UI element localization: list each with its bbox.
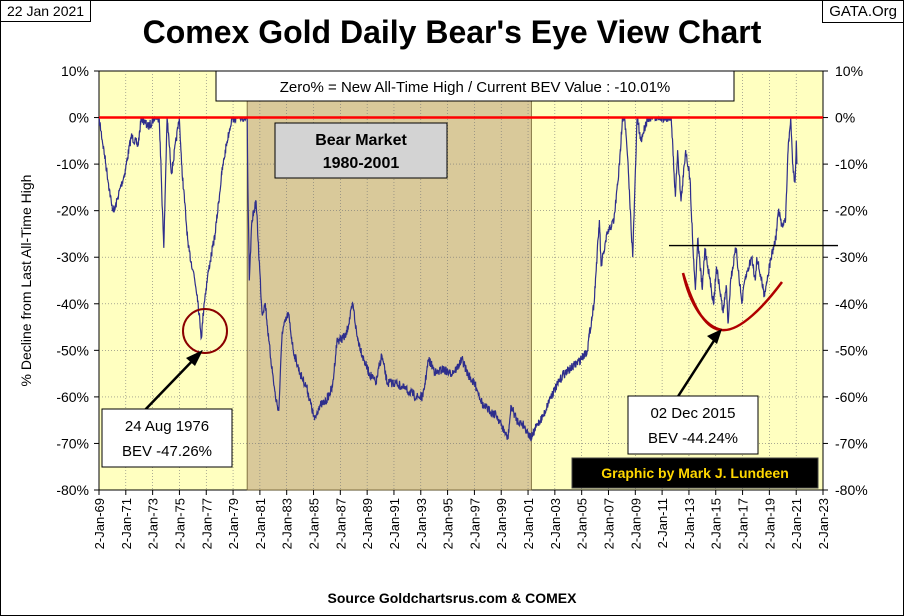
y-tick-label-left: -70% [56, 435, 89, 451]
x-tick-label: 2-Jan-19 [762, 498, 777, 549]
y-tick-label-left: -50% [56, 342, 89, 358]
x-tick-label: 2-Jan-71 [119, 498, 134, 549]
chart-title: Comex Gold Daily Bear's Eye View Chart [142, 14, 762, 50]
annotation-arrow-1976 [142, 355, 198, 413]
info-box [215, 70, 735, 102]
annotation-arrow-2015 [675, 335, 719, 399]
x-tick-label: 2-Jan-01 [521, 498, 536, 549]
credit-text: Graphic by Mark J. Lundeen [601, 465, 789, 481]
annotation-2015-value: BEV -44.24% [648, 430, 738, 447]
y-tick-label-right: 10% [835, 63, 863, 79]
x-tick-label: 2-Jan-79 [226, 498, 241, 549]
x-tick-label: 2-Jan-95 [441, 498, 456, 549]
x-tick-label: 2-Jan-97 [467, 498, 482, 549]
y-tick-label-left: -80% [56, 482, 89, 498]
x-tick-label: 2-Jan-15 [709, 498, 724, 549]
annotation-1976-value: BEV -47.26% [122, 443, 212, 460]
credit-banner [571, 457, 819, 489]
y-tick-label-left: -60% [56, 389, 89, 405]
x-tick-label: 2-Jan-85 [307, 498, 322, 549]
source-label: Source Goldchartsrus.com & COMEX [327, 590, 577, 606]
x-tick-label: 2-Jan-11 [655, 498, 670, 548]
y-tick-label-right: -80% [835, 482, 868, 498]
x-tick-label: 2-Jan-77 [199, 498, 214, 549]
x-tick-label: 2-Jan-13 [682, 498, 697, 549]
bev-series-line [98, 115, 798, 442]
y-tick-label-right: -60% [835, 389, 868, 405]
x-tick-label: 2-Jan-91 [387, 498, 402, 549]
x-tick-label: 2-Jan-21 [789, 498, 804, 549]
annotation-curve-2015 [681, 272, 784, 332]
y-tick-label-right: -20% [835, 203, 868, 219]
x-tick-label: 2-Jan-93 [414, 498, 429, 549]
annotation-arrowhead-1976 [186, 350, 203, 366]
annotation-box-2015 [627, 395, 759, 455]
date-label: 22 Jan 2021 [0, 0, 92, 22]
y-tick-label-right: -70% [835, 435, 868, 451]
x-tick-label: 2-Jan-03 [548, 498, 563, 549]
annotation-arrowhead-2015 [707, 329, 722, 344]
x-tick-label: 2-Jan-83 [280, 498, 295, 549]
y-tick-label-left: -10% [56, 156, 89, 172]
y-tick-label-left: 10% [61, 63, 89, 79]
annotation-box-1976 [101, 408, 233, 468]
y-tick-label-right: 0% [835, 110, 855, 126]
y-tick-label-right: -30% [835, 249, 868, 265]
x-tick-label: 2-Jan-09 [628, 498, 643, 549]
x-tick-label: 2-Jan-17 [736, 498, 751, 549]
y-tick-label-left: -20% [56, 203, 89, 219]
x-tick-label: 2-Jan-05 [575, 498, 590, 549]
y-tick-label-left: 0% [69, 110, 89, 126]
x-tick-label: 2-Jan-73 [146, 498, 161, 549]
y-tick-label-right: -50% [835, 342, 868, 358]
y-tick-label-right: -40% [835, 296, 868, 312]
y-axis-label: % Decline from Last All-Time High [18, 175, 34, 387]
bear-market-label-line1: Bear Market [315, 132, 407, 149]
x-tick-label: 2-Jan-89 [360, 498, 375, 549]
x-tick-label: 2-Jan-69 [92, 498, 107, 549]
x-tick-label: 2-Jan-99 [494, 498, 509, 549]
x-tick-label: 2-Jan-23 [816, 498, 831, 549]
annotation-2015-date: 02 Dec 2015 [650, 405, 735, 422]
annotation-1976-date: 24 Aug 1976 [125, 418, 209, 435]
x-tick-label: 2-Jan-07 [601, 498, 616, 549]
x-tick-label: 2-Jan-75 [172, 498, 187, 549]
y-tick-label-right: -10% [835, 156, 868, 172]
y-tick-label-left: -30% [56, 249, 89, 265]
x-tick-label: 2-Jan-81 [253, 498, 268, 549]
annotation-circle-1976 [182, 308, 228, 354]
x-tick-label: 2-Jan-87 [333, 498, 348, 549]
bear-market-label-line2: 1980-2001 [323, 155, 400, 172]
y-tick-label-left: -40% [56, 296, 89, 312]
bear-market-label-box [274, 122, 448, 179]
info-box-text: Zero% = New All-Time High / Current BEV … [280, 79, 671, 96]
